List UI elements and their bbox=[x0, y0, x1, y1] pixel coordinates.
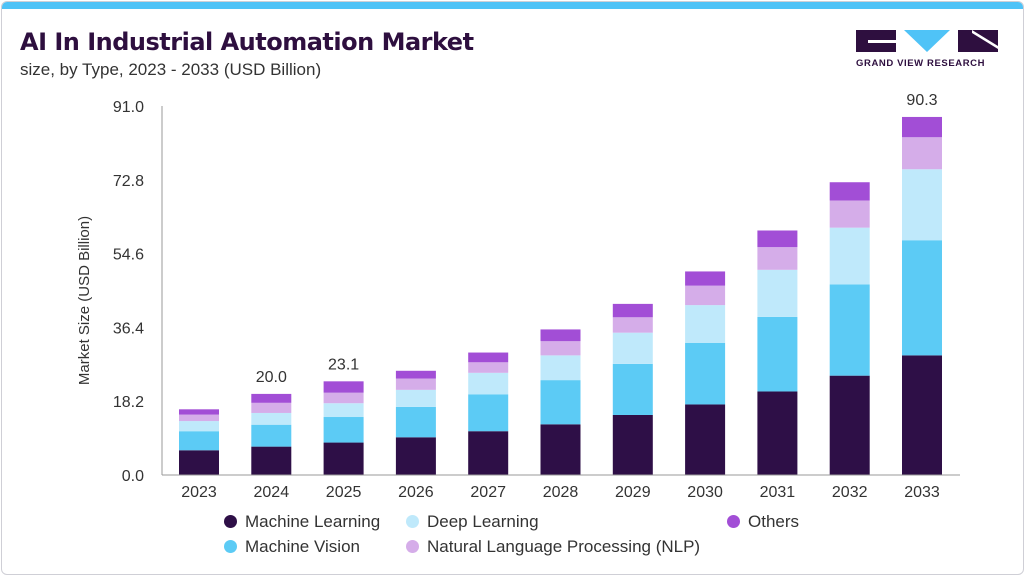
legend-label: Machine Learning bbox=[245, 512, 381, 531]
bar-deep-learning-2032 bbox=[829, 227, 870, 285]
bar-deep-learning-2024 bbox=[251, 412, 292, 425]
bar-machine-learning-2023 bbox=[179, 450, 219, 475]
bar-machine-vision-2026 bbox=[395, 406, 436, 438]
bar-natural-language-processing-nlp-2023 bbox=[179, 414, 219, 422]
bar-deep-learning-2028 bbox=[540, 355, 581, 381]
x-tick-label: 2028 bbox=[543, 484, 579, 501]
chart-subtitle: size, by Type, 2023 - 2033 (USD Billion) bbox=[20, 60, 322, 79]
bar-deep-learning-2029 bbox=[612, 332, 653, 364]
bar-others-2023 bbox=[179, 409, 219, 415]
bar-others-2029 bbox=[612, 303, 653, 318]
legend-label: Machine Vision bbox=[245, 537, 360, 556]
bar-others-2026 bbox=[395, 370, 436, 379]
bar-natural-language-processing-nlp-2028 bbox=[540, 341, 581, 356]
bar-natural-language-processing-nlp-2027 bbox=[468, 362, 509, 373]
x-tick-label: 2031 bbox=[760, 484, 796, 501]
legend-label: Natural Language Processing (NLP) bbox=[427, 537, 701, 556]
y-tick-label: 91.0 bbox=[113, 99, 144, 116]
data-label: 23.1 bbox=[328, 356, 359, 373]
legend-label: Deep Learning bbox=[427, 512, 539, 531]
bar-machine-vision-2027 bbox=[468, 394, 509, 432]
bar-deep-learning-2031 bbox=[757, 269, 798, 317]
bar-machine-learning-2027 bbox=[468, 431, 509, 475]
x-tick-label: 2026 bbox=[398, 484, 434, 501]
bar-others-2027 bbox=[468, 352, 509, 363]
x-tick-label: 2027 bbox=[470, 484, 506, 501]
bar-natural-language-processing-nlp-2031 bbox=[757, 247, 798, 270]
bar-deep-learning-2026 bbox=[395, 389, 436, 407]
bar-natural-language-processing-nlp-2024 bbox=[251, 402, 292, 413]
bar-machine-vision-2025 bbox=[323, 417, 364, 443]
bar-machine-learning-2028 bbox=[540, 424, 581, 475]
bar-machine-learning-2029 bbox=[612, 414, 653, 475]
bar-machine-learning-2030 bbox=[685, 404, 726, 475]
legend-item-natural-language-processing-nlp: Natural Language Processing (NLP) bbox=[406, 537, 700, 557]
x-tick-label: 2032 bbox=[832, 484, 868, 501]
bar-machine-vision-2023 bbox=[179, 431, 219, 451]
bar-others-2025 bbox=[323, 381, 364, 393]
legend-item-deep-learning: Deep Learning bbox=[406, 512, 539, 532]
x-tick-label: 2030 bbox=[687, 484, 723, 501]
legend-swatch bbox=[224, 540, 237, 553]
bar-machine-vision-2029 bbox=[612, 363, 653, 415]
bar-machine-vision-2030 bbox=[685, 342, 726, 405]
bar-machine-learning-2032 bbox=[829, 375, 870, 475]
bar-machine-learning-2031 bbox=[757, 391, 798, 475]
x-tick-label: 2023 bbox=[181, 484, 217, 501]
y-axis-title: Market Size (USD Billion) bbox=[76, 216, 93, 385]
bar-machine-vision-2031 bbox=[757, 316, 798, 392]
brand-logo-icon bbox=[856, 30, 998, 52]
bar-natural-language-processing-nlp-2033 bbox=[902, 137, 942, 170]
bar-machine-vision-2024 bbox=[251, 424, 292, 447]
y-tick-label: 36.4 bbox=[113, 320, 144, 337]
x-tick-label: 2029 bbox=[615, 484, 651, 501]
legend-swatch bbox=[406, 540, 419, 553]
bar-others-2033 bbox=[902, 116, 942, 138]
bar-others-2030 bbox=[685, 271, 726, 286]
x-tick-label: 2024 bbox=[254, 484, 290, 501]
y-tick-label: 54.6 bbox=[113, 247, 144, 264]
bar-deep-learning-2030 bbox=[685, 305, 726, 343]
bar-machine-learning-2033 bbox=[902, 355, 942, 475]
bar-machine-vision-2033 bbox=[902, 240, 942, 356]
x-tick-label: 2025 bbox=[326, 484, 362, 501]
bar-deep-learning-2027 bbox=[468, 372, 509, 395]
legend-swatch bbox=[727, 515, 740, 528]
bar-machine-learning-2025 bbox=[323, 442, 364, 475]
bar-machine-learning-2024 bbox=[251, 446, 292, 475]
data-label: 20.0 bbox=[256, 369, 287, 386]
bar-machine-vision-2028 bbox=[540, 380, 581, 425]
legend-item-machine-vision: Machine Vision bbox=[224, 537, 360, 557]
bar-natural-language-processing-nlp-2032 bbox=[829, 200, 870, 228]
y-tick-label: 18.2 bbox=[113, 394, 144, 411]
bar-others-2031 bbox=[757, 230, 798, 248]
bar-machine-vision-2032 bbox=[829, 284, 870, 376]
x-tick-label: 2033 bbox=[904, 484, 940, 501]
legend-swatch bbox=[224, 515, 237, 528]
bar-others-2032 bbox=[829, 182, 870, 201]
bar-machine-learning-2026 bbox=[395, 437, 436, 475]
legend-item-machine-learning: Machine Learning bbox=[224, 512, 380, 532]
legend-swatch bbox=[406, 515, 419, 528]
bar-others-2028 bbox=[540, 329, 581, 342]
bar-deep-learning-2025 bbox=[323, 403, 364, 418]
legend-label: Others bbox=[748, 512, 800, 531]
bar-deep-learning-2033 bbox=[902, 169, 942, 241]
bar-deep-learning-2023 bbox=[179, 421, 219, 432]
bar-natural-language-processing-nlp-2025 bbox=[323, 392, 364, 404]
bar-natural-language-processing-nlp-2030 bbox=[685, 285, 726, 306]
bar-natural-language-processing-nlp-2029 bbox=[612, 317, 653, 333]
bar-others-2024 bbox=[251, 393, 292, 403]
legend-item-others: Others bbox=[727, 512, 799, 532]
brand-name: GRAND VIEW RESEARCH bbox=[856, 58, 986, 69]
accent-bar bbox=[2, 2, 1023, 9]
data-label: 90.3 bbox=[906, 92, 937, 109]
bar-natural-language-processing-nlp-2026 bbox=[395, 378, 436, 390]
chart-title: AI In Industrial Automation Market bbox=[20, 28, 474, 56]
y-tick-label: 0.0 bbox=[122, 468, 144, 485]
y-tick-label: 72.8 bbox=[113, 173, 144, 190]
